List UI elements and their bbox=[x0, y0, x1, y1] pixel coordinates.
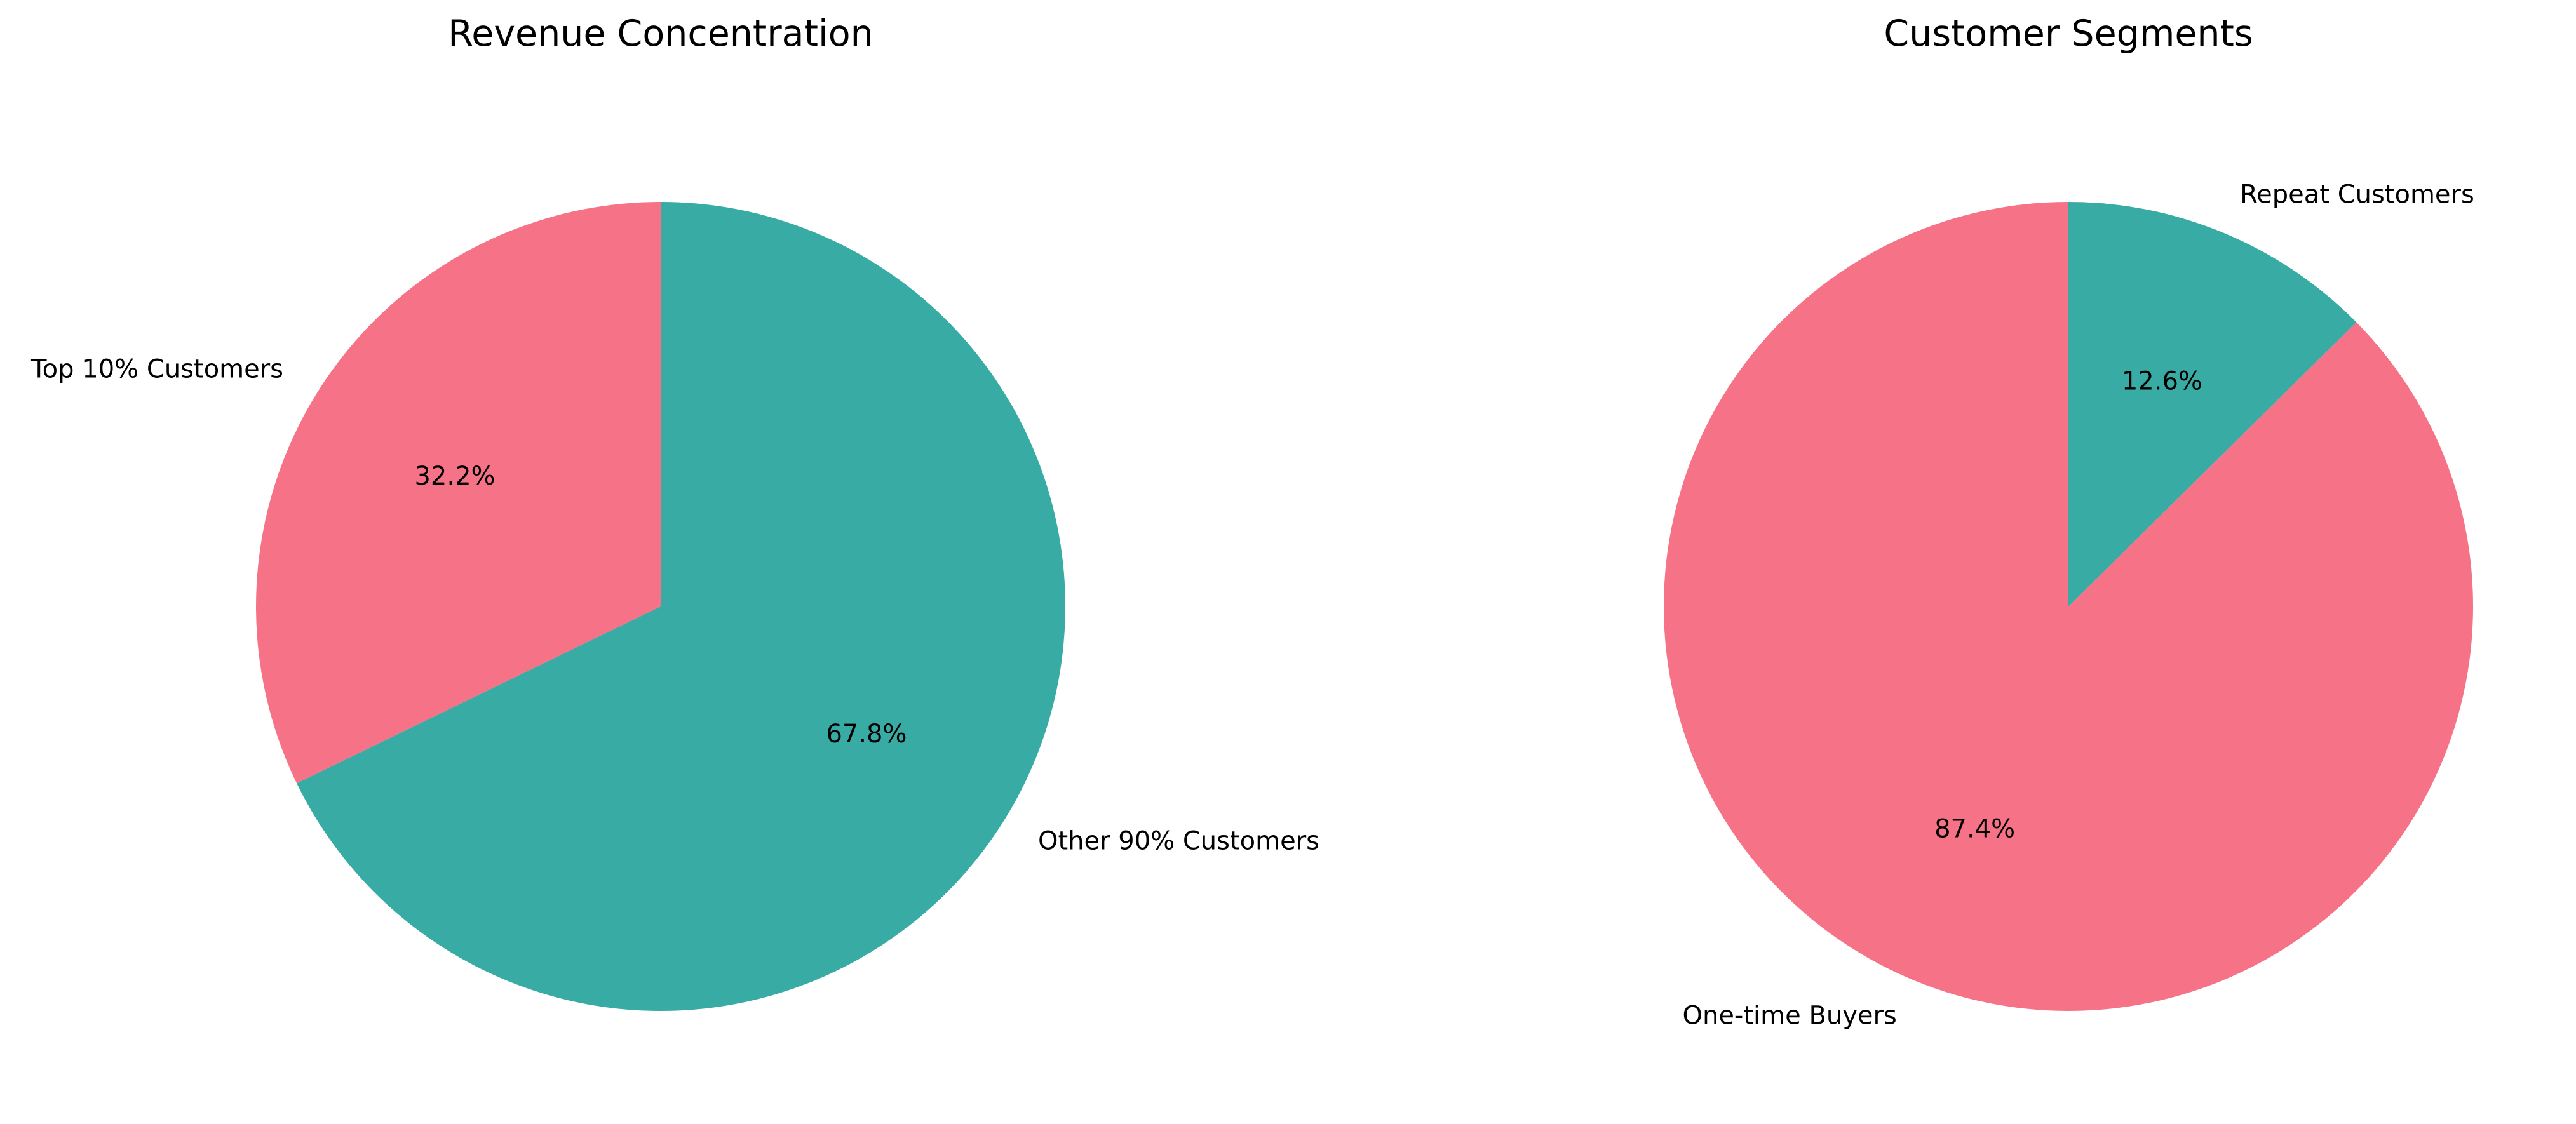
pie-slice-other-90pct-customers bbox=[297, 202, 1065, 1012]
slice-label: Other 90% Customers bbox=[1038, 827, 1319, 856]
slice-label: Top 10% Customers bbox=[30, 354, 283, 384]
pie-slice-one-time-buyers bbox=[1664, 202, 2473, 1012]
pie-slice-repeat-customers bbox=[2068, 202, 2357, 606]
slice-label: One-time Buyers bbox=[1682, 1001, 1896, 1031]
pie-slices bbox=[1664, 202, 2473, 1012]
customer-segments-chart: Customer Segments One-time Buyers 87.4% Re… bbox=[1664, 13, 2474, 1031]
chart-title: Revenue Concentration bbox=[448, 13, 873, 55]
slice-percentage-label: 12.6% bbox=[2122, 366, 2202, 396]
slice-label: Repeat Customers bbox=[2240, 180, 2474, 209]
chart-title: Customer Segments bbox=[1884, 13, 2253, 55]
slice-percentage-label: 87.4% bbox=[1934, 815, 2015, 844]
slice-percentage-label: 32.2% bbox=[414, 462, 495, 491]
pie-slice-top-10pct-customers bbox=[255, 202, 661, 784]
pie-slices bbox=[255, 202, 1065, 1012]
revenue-concentration-chart: Revenue Concentration Top 10% Customers 3… bbox=[30, 13, 1319, 1012]
pie-labels: Top 10% Customers 32.2% Other 90% Customer… bbox=[30, 354, 1319, 855]
pie-labels: One-time Buyers 87.4% Repeat Customers 12.6… bbox=[1682, 180, 2474, 1030]
slice-percentage-label: 67.8% bbox=[826, 719, 907, 749]
